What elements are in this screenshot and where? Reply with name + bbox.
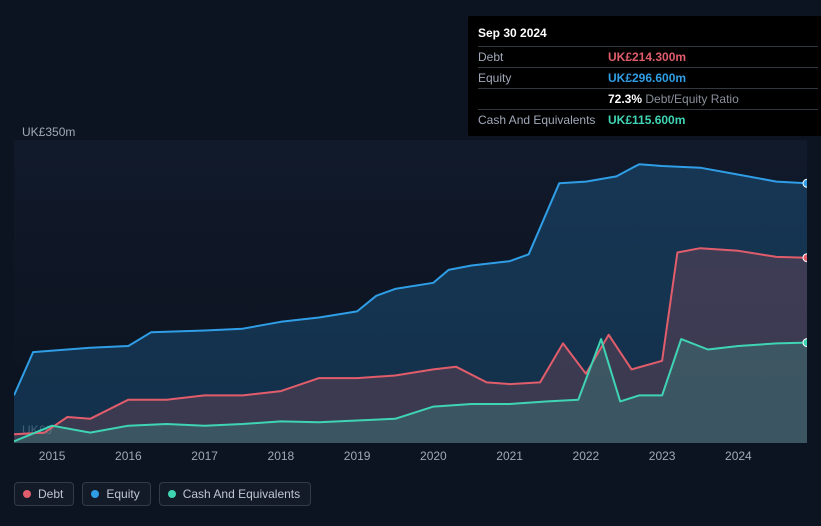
x-axis: 2015 2016 2017 2018 2019 2020 2021 2022 2023 2024: [14, 449, 807, 467]
legend-item-cash-and-equivalents[interactable]: Cash And Equivalents: [159, 482, 311, 506]
tooltip-row: EquityUK£296.600m: [478, 68, 818, 89]
y-label-max: UK£350m: [22, 125, 75, 139]
tooltip-ratio-pct: 72.3%: [608, 92, 645, 106]
legend-item-debt[interactable]: Debt: [14, 482, 74, 506]
chart-area: [14, 140, 807, 443]
x-tick-label: 2024: [725, 449, 752, 463]
legend-label: Equity: [106, 487, 139, 501]
legend-dot-icon: [91, 490, 99, 498]
legend-dot-icon: [168, 490, 176, 498]
tooltip-row-label: Debt: [478, 48, 608, 66]
x-tick-label: 2016: [115, 449, 142, 463]
chart-tooltip: Sep 30 2024 DebtUK£214.300mEquityUK£296.…: [468, 16, 821, 136]
series-end-marker-debt: [803, 254, 807, 262]
x-tick-label: 2023: [649, 449, 676, 463]
legend-dot-icon: [23, 490, 31, 498]
tooltip-row-label: [478, 90, 608, 108]
x-tick-label: 2019: [344, 449, 371, 463]
series-end-marker-cash: [803, 339, 807, 347]
chart-svg: [14, 140, 807, 443]
x-tick-label: 2020: [420, 449, 447, 463]
tooltip-row-value: UK£214.300m: [608, 48, 686, 66]
tooltip-ratio-label: Debt/Equity Ratio: [645, 92, 738, 106]
tooltip-date: Sep 30 2024: [478, 22, 818, 47]
tooltip-row-label: Cash And Equivalents: [478, 111, 608, 129]
tooltip-ratio: 72.3% Debt/Equity Ratio: [608, 90, 739, 108]
legend-item-equity[interactable]: Equity: [82, 482, 150, 506]
legend-label: Cash And Equivalents: [183, 487, 300, 501]
tooltip-row-value: UK£115.600m: [608, 111, 685, 129]
chart-legend: Debt Equity Cash And Equivalents: [14, 482, 311, 506]
x-tick-label: 2015: [39, 449, 66, 463]
tooltip-row: DebtUK£214.300m: [478, 47, 818, 68]
x-tick-label: 2017: [191, 449, 218, 463]
legend-label: Debt: [38, 487, 63, 501]
tooltip-row-label: Equity: [478, 69, 608, 87]
x-tick-label: 2021: [496, 449, 523, 463]
tooltip-row: 72.3% Debt/Equity Ratio: [478, 89, 818, 110]
tooltip-row: Cash And EquivalentsUK£115.600m: [478, 110, 818, 130]
series-end-marker-equity: [803, 179, 807, 187]
tooltip-row-value: UK£296.600m: [608, 69, 686, 87]
x-tick-label: 2018: [268, 449, 295, 463]
x-tick-label: 2022: [573, 449, 600, 463]
